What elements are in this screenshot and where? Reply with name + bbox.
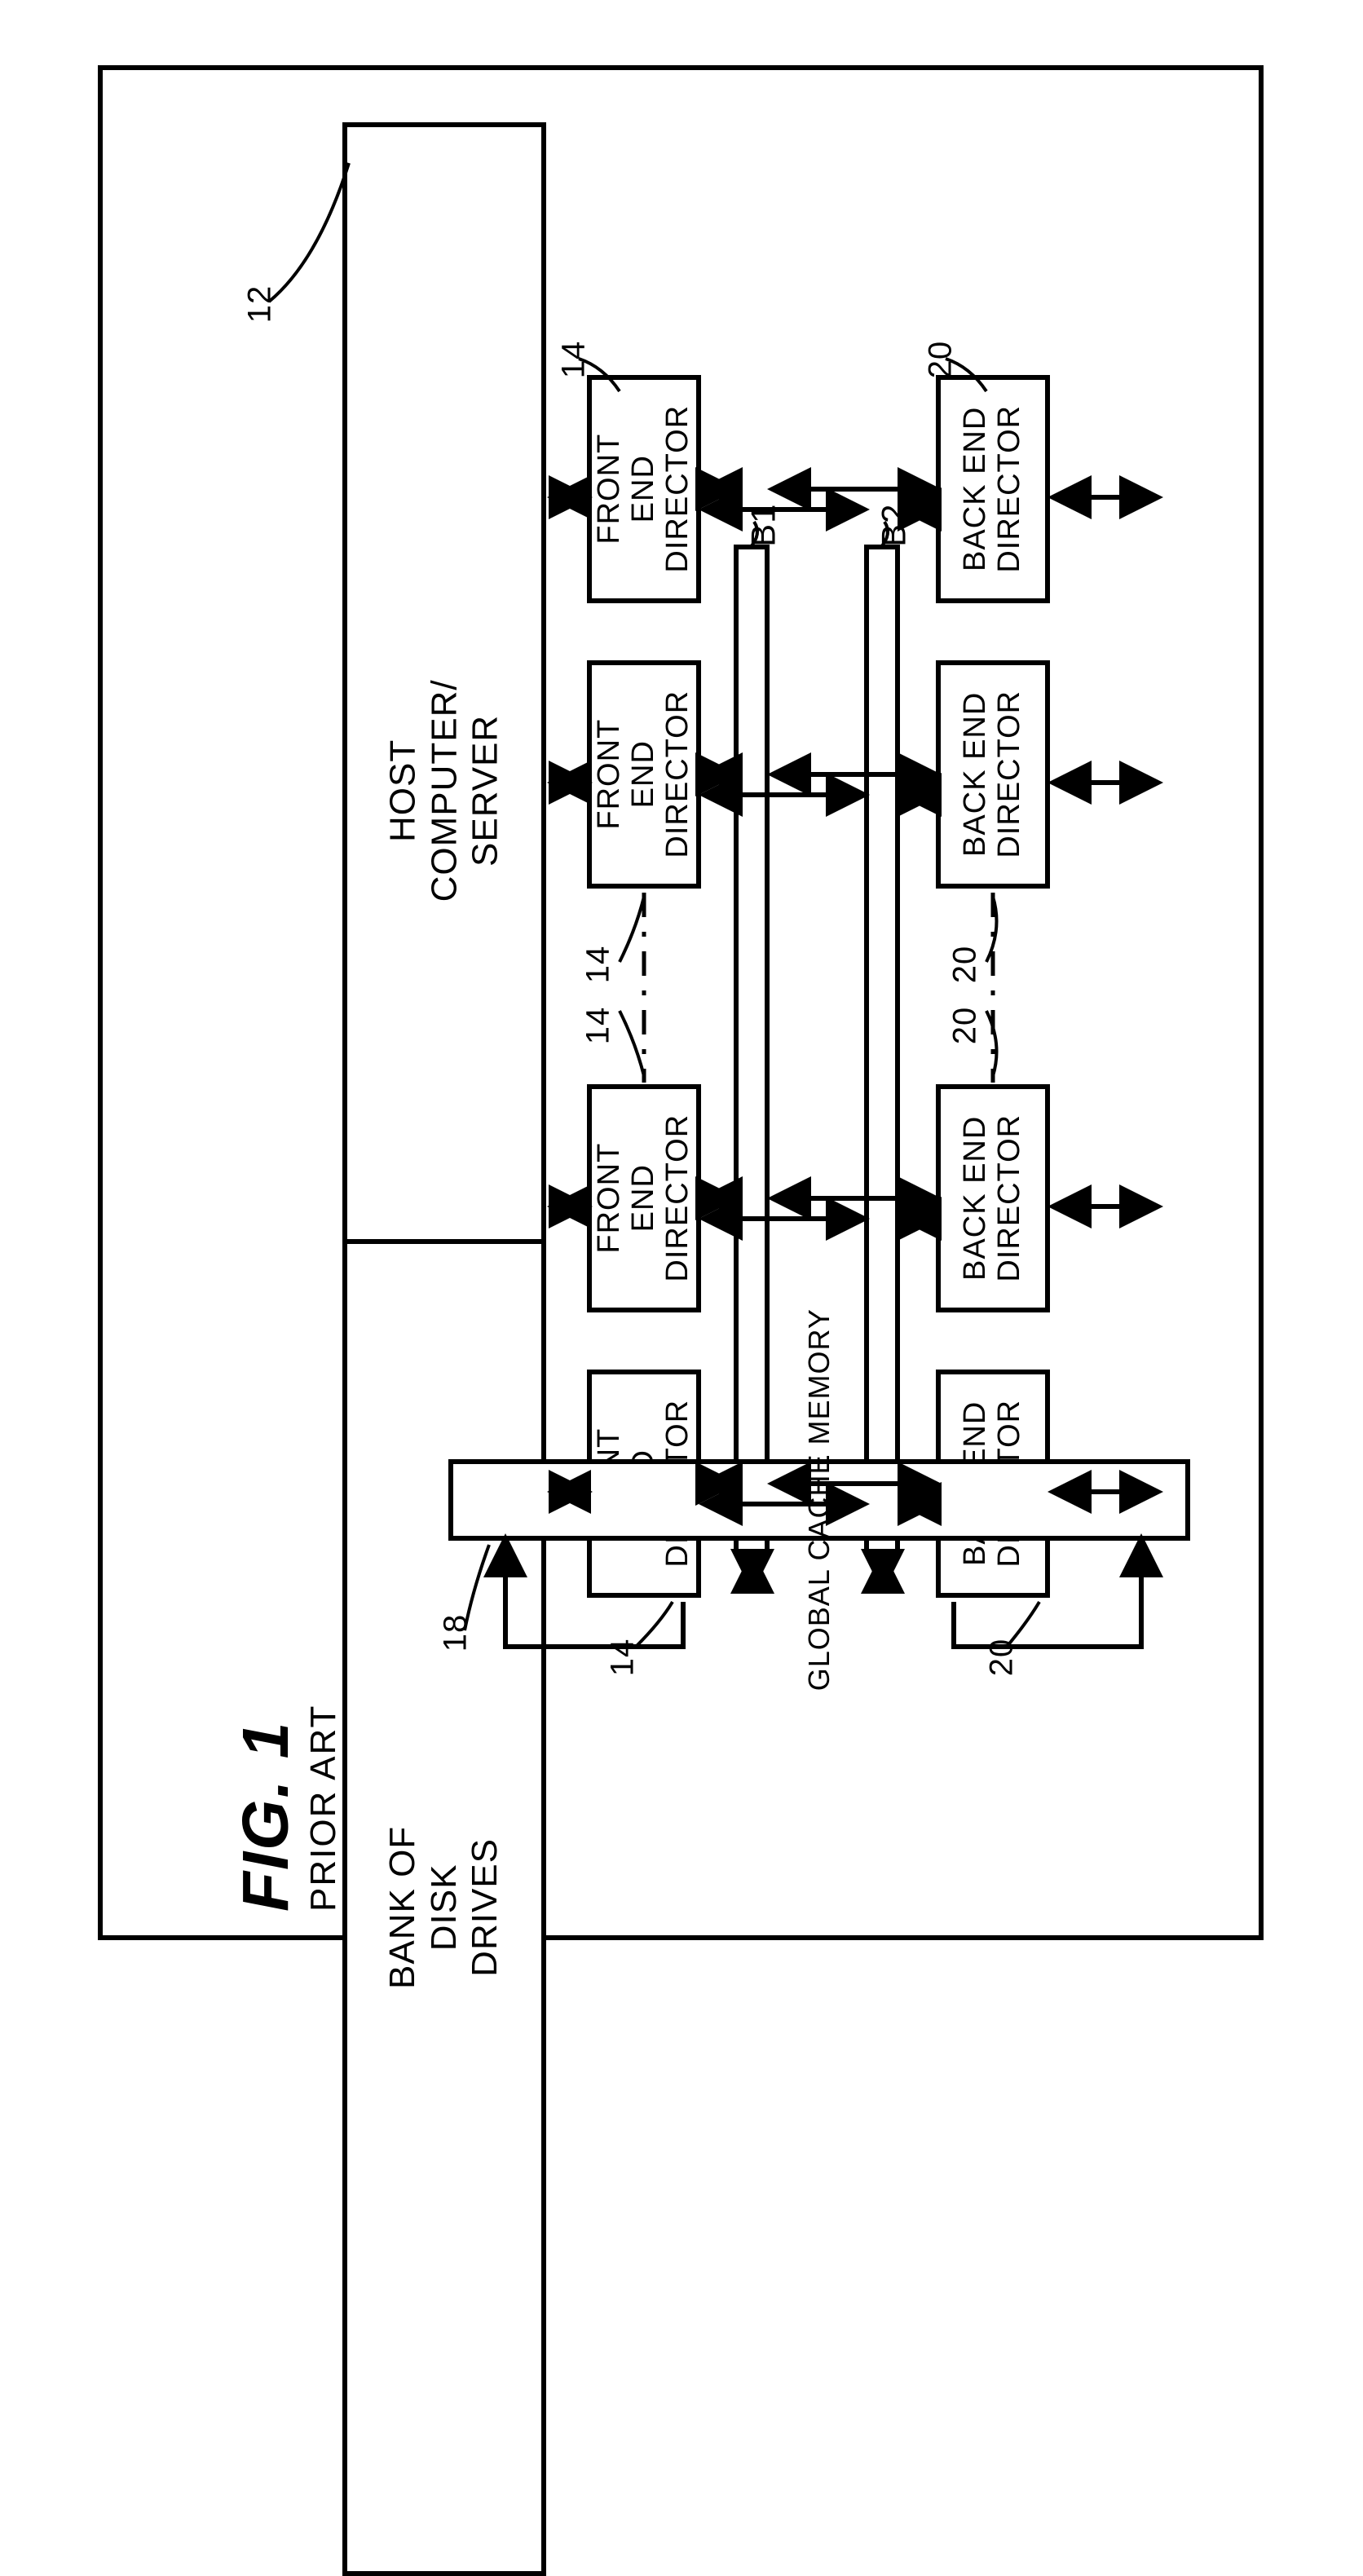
disk-bank-block: BANK OF DISK DRIVES <box>342 1239 546 2576</box>
figure-caption: FIG. 1 PRIOR ART <box>228 1912 435 1996</box>
back-end-director-label: BACK END DIRECTOR <box>959 1114 1027 1282</box>
bus-b2-label: B2 <box>875 503 914 546</box>
back-end-director-label: BACK END DIRECTOR <box>959 405 1027 573</box>
ref-14-mid-a: 14 <box>579 946 616 984</box>
ref-14-mid-b: 14 <box>579 1007 616 1045</box>
bus-b2 <box>864 545 900 1555</box>
ref-20-mid-b: 20 <box>946 1007 983 1045</box>
front-end-director-label: FRONT END DIRECTOR <box>593 690 695 858</box>
bus-b1 <box>734 545 770 1555</box>
ref-20-top: 20 <box>921 341 959 379</box>
ref-12: 12 <box>240 285 278 324</box>
global-cache-memory-label: GLOBAL CACHE MEMORY <box>802 1308 836 1691</box>
ref-14-top: 14 <box>554 341 592 379</box>
ref-14-bottom: 14 <box>603 1639 641 1677</box>
front-end-director-label: FRONT END DIRECTOR <box>593 405 695 573</box>
back-end-director-2: BACK END DIRECTOR <box>936 660 1050 889</box>
back-end-director-3: BACK END DIRECTOR <box>936 1084 1050 1312</box>
back-end-director-label: BACK END DIRECTOR <box>959 690 1027 858</box>
front-end-director-label: FRONT END DIRECTOR <box>593 1114 695 1282</box>
back-end-director-1: BACK END DIRECTOR <box>936 375 1050 603</box>
front-end-director-1: FRONT END DIRECTOR <box>587 375 701 603</box>
front-end-director-2: FRONT END DIRECTOR <box>587 660 701 889</box>
bus-b1-label: B1 <box>744 503 783 546</box>
ref-18: 18 <box>436 1614 474 1652</box>
figure-title: FIG. 1 <box>229 1721 302 1912</box>
figure-subtitle: PRIOR ART <box>303 1705 343 1912</box>
front-end-director-3: FRONT END DIRECTOR <box>587 1084 701 1312</box>
ref-22: 22 <box>1357 285 1363 324</box>
figure-frame <box>98 65 1264 1940</box>
ref-20-bottom: 20 <box>982 1639 1020 1677</box>
host-label: HOST COMPUTER/ SERVER <box>382 680 506 902</box>
ref-20-mid-a: 20 <box>946 946 983 984</box>
global-cache-memory-block: GLOBAL CACHE MEMORY <box>448 1459 1190 1541</box>
